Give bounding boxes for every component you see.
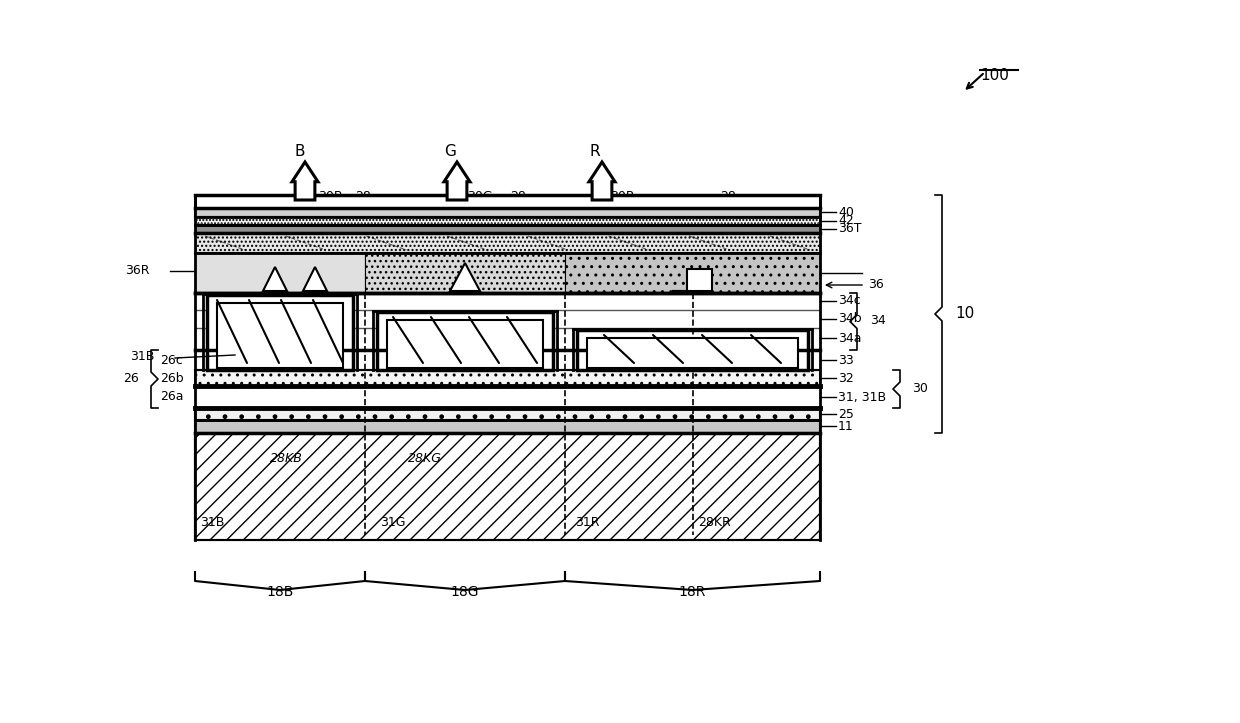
Bar xyxy=(195,253,365,293)
Text: 31R: 31R xyxy=(575,516,599,529)
Text: 26a: 26a xyxy=(160,390,184,403)
Polygon shape xyxy=(203,294,357,369)
Bar xyxy=(195,217,820,225)
Text: 34: 34 xyxy=(870,315,885,328)
Bar xyxy=(565,293,820,370)
Text: 26: 26 xyxy=(123,372,139,385)
Text: G: G xyxy=(444,145,456,160)
Text: 36R: 36R xyxy=(125,265,150,278)
Text: 36G: 36G xyxy=(388,267,412,280)
Text: 28: 28 xyxy=(215,194,231,207)
Polygon shape xyxy=(291,162,317,200)
Text: 100: 100 xyxy=(980,67,1009,82)
Text: 36K: 36K xyxy=(485,267,507,280)
Bar xyxy=(195,225,820,233)
Bar xyxy=(195,386,820,408)
Text: 42: 42 xyxy=(838,215,854,228)
Polygon shape xyxy=(387,320,543,368)
Polygon shape xyxy=(263,267,286,291)
Text: 33: 33 xyxy=(838,354,854,367)
Text: 26c: 26c xyxy=(160,354,182,367)
Text: 28KG: 28KG xyxy=(408,451,441,464)
Text: 36T: 36T xyxy=(838,223,862,236)
Text: 34c: 34c xyxy=(838,294,861,307)
Text: 31, 31B: 31, 31B xyxy=(838,390,887,403)
Bar xyxy=(195,433,820,540)
Text: R: R xyxy=(590,145,600,160)
Polygon shape xyxy=(217,303,343,368)
Text: 31B: 31B xyxy=(130,349,154,362)
Bar xyxy=(195,420,820,433)
Bar xyxy=(195,293,820,370)
Bar xyxy=(195,208,820,217)
Bar xyxy=(195,293,365,370)
Text: 28KR: 28KR xyxy=(698,516,730,529)
Text: 28: 28 xyxy=(355,189,371,202)
Text: 18B: 18B xyxy=(267,585,294,599)
Text: 28: 28 xyxy=(720,189,735,202)
Polygon shape xyxy=(672,269,712,291)
Text: 30R: 30R xyxy=(610,189,635,202)
Text: 28KB: 28KB xyxy=(270,451,303,464)
Bar xyxy=(195,350,820,370)
Bar xyxy=(195,370,820,386)
Text: 34b: 34b xyxy=(838,312,862,325)
Text: 30B: 30B xyxy=(317,189,342,202)
Bar xyxy=(565,253,820,293)
Text: 30G: 30G xyxy=(467,189,492,202)
Polygon shape xyxy=(444,162,470,200)
Bar xyxy=(365,253,565,293)
Text: 36: 36 xyxy=(868,278,884,291)
Text: 36T: 36T xyxy=(215,267,237,280)
Polygon shape xyxy=(207,295,353,370)
Polygon shape xyxy=(589,162,615,200)
Text: 36R: 36R xyxy=(572,267,595,280)
Text: 26b: 26b xyxy=(160,372,184,385)
Text: 32: 32 xyxy=(838,372,854,385)
Polygon shape xyxy=(303,267,327,291)
Text: 18G: 18G xyxy=(451,585,479,599)
Bar xyxy=(195,233,820,253)
Bar xyxy=(365,293,565,370)
Polygon shape xyxy=(373,311,557,369)
Polygon shape xyxy=(377,312,553,370)
Polygon shape xyxy=(450,263,480,291)
Text: B: B xyxy=(295,145,305,160)
Text: 31G: 31G xyxy=(379,516,405,529)
Bar xyxy=(195,195,820,208)
Text: 31B: 31B xyxy=(200,516,224,529)
Text: 40: 40 xyxy=(838,205,854,218)
Text: 25: 25 xyxy=(838,408,854,421)
Text: 28: 28 xyxy=(510,189,526,202)
Polygon shape xyxy=(577,330,808,370)
Text: 10: 10 xyxy=(955,307,975,322)
Bar xyxy=(195,408,820,420)
Bar xyxy=(195,386,820,408)
Polygon shape xyxy=(587,338,799,368)
Text: 18R: 18R xyxy=(678,585,707,599)
Text: 30: 30 xyxy=(911,382,928,395)
Text: 34a: 34a xyxy=(838,332,862,344)
Text: 11: 11 xyxy=(838,419,854,432)
Polygon shape xyxy=(573,329,812,369)
